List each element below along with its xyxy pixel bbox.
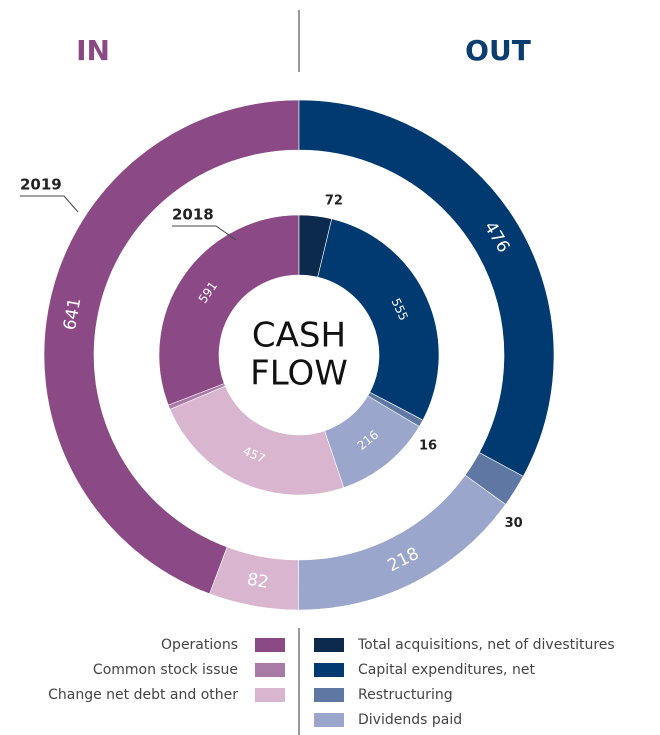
donut-segment: [298, 99, 555, 477]
ring-label: 2018: [172, 206, 214, 224]
legend-swatch: [314, 713, 344, 727]
value-label: 30: [505, 516, 523, 531]
legend-label: Operations: [161, 637, 238, 653]
legend-label: Restructuring: [358, 687, 453, 703]
donut-segment: [317, 218, 440, 421]
donut-segment: [298, 474, 507, 611]
legend-swatch: [314, 638, 344, 652]
legend-label: Dividends paid: [358, 712, 462, 728]
ring-leader: [20, 195, 79, 213]
legend-swatch: [314, 688, 344, 702]
ring-leader: [172, 225, 237, 241]
center-title: CASH: [252, 316, 346, 356]
value-label: 16: [419, 439, 437, 454]
group-header: IN: [76, 34, 110, 67]
donut-segment: [43, 99, 300, 595]
legend-label: Capital expenditures, net: [358, 662, 535, 678]
donut-segment: [324, 395, 420, 489]
ring-label: 2019: [20, 176, 62, 194]
legend-label: Common stock issue: [93, 662, 238, 678]
center-title: FLOW: [250, 354, 348, 394]
legend-label: Total acquisitions, net of divestitures: [357, 637, 615, 653]
donut-segment: [158, 214, 300, 406]
value-label: 82: [245, 569, 270, 593]
legend-swatch: [314, 663, 344, 677]
value-label: 72: [325, 193, 343, 208]
legend-label: Change net debt and other: [48, 687, 238, 703]
legend-swatch: [255, 663, 285, 677]
legend-swatch: [255, 638, 285, 652]
group-header: OUT: [465, 34, 531, 67]
donut-segment: [209, 546, 299, 611]
legend-swatch: [255, 688, 285, 702]
donut-segment: [169, 385, 345, 496]
